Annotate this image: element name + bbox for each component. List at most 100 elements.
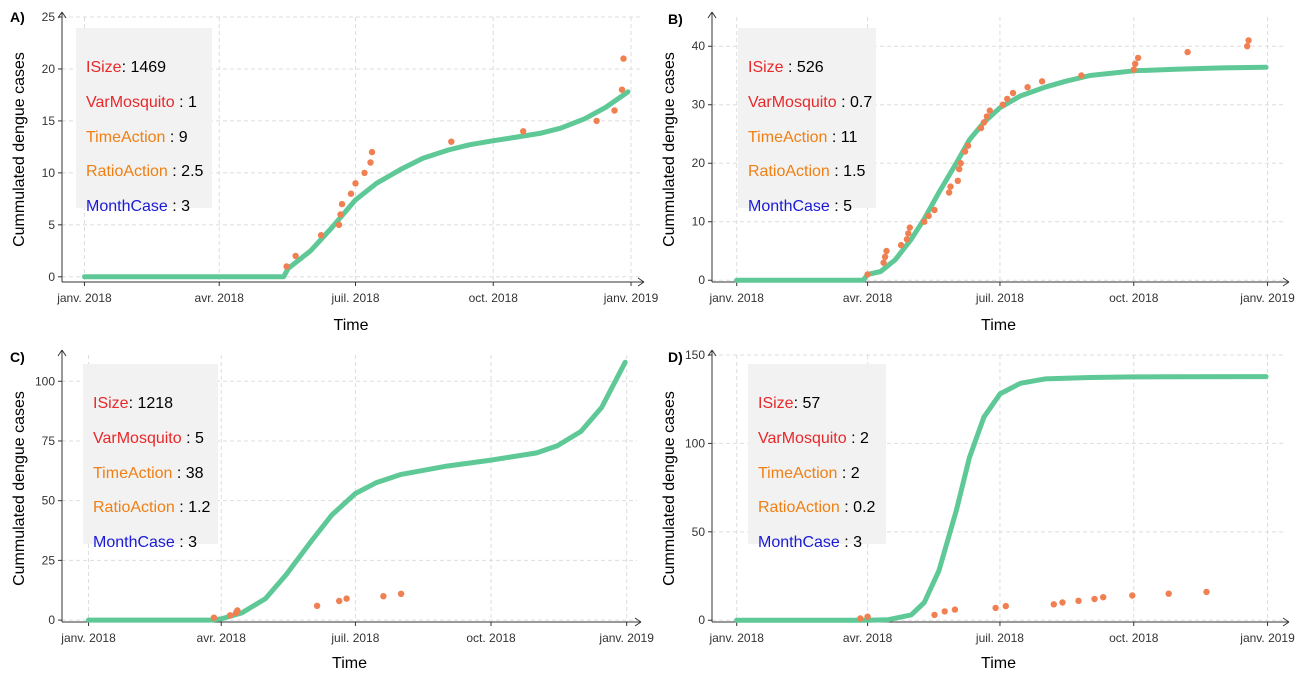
y-tick-label: 5	[48, 218, 55, 232]
observed-point	[925, 212, 932, 220]
parameter-name: TimeAction	[86, 129, 165, 146]
parameter-line: VarMosquito : 0.7	[748, 94, 872, 111]
x-tick-label: avr. 2018	[843, 291, 893, 305]
x-tick-label: janv. 2018	[708, 291, 764, 305]
x-tick-label: janv. 2019	[598, 631, 654, 645]
parameter-value: : 57	[794, 395, 821, 412]
parameter-value: : 3	[175, 534, 197, 551]
observed-point	[361, 169, 368, 177]
parameter-box	[83, 364, 218, 544]
panel-a: janv. 2018 avr. 2018 juil. 2018 oct. 2018 ja…	[10, 9, 659, 334]
panel-label: B)	[668, 11, 683, 27]
observed-point	[983, 113, 991, 120]
parameter-value: : 3	[840, 534, 862, 551]
observed-point	[1059, 599, 1066, 606]
observed-point	[620, 55, 627, 62]
parameter-value: : 1.5	[830, 163, 866, 180]
parameter-value: : 2	[837, 465, 859, 482]
parameter-line: RatioAction : 1.2	[93, 499, 211, 516]
observed-point	[905, 230, 912, 237]
y-axis-arrow	[57, 349, 67, 357]
observed-point	[957, 160, 964, 167]
x-tick-label: oct. 2018	[466, 631, 516, 645]
observed-point	[1165, 590, 1172, 597]
observed-point	[864, 271, 871, 278]
observed-point	[956, 165, 963, 173]
parameter-name: VarMosquito	[86, 94, 175, 111]
parameter-line: RatioAction : 0.2	[758, 499, 876, 516]
parameter-name: ISize	[758, 395, 794, 412]
observed-point	[903, 236, 911, 243]
observed-point	[611, 107, 618, 114]
parameter-name: TimeAction	[748, 129, 827, 146]
observed-point	[897, 241, 905, 249]
observed-point	[317, 232, 325, 239]
observed-point	[881, 253, 889, 260]
parameter-name: ISize	[86, 59, 122, 76]
parameter-line: ISize: 57	[758, 395, 820, 412]
observed-point	[1130, 66, 1138, 73]
y-axis-title: Cummulated dengue cases	[11, 52, 28, 247]
y-axis-title: Cummulated dengue cases	[661, 52, 678, 247]
parameter-name: VarMosquito	[93, 430, 182, 447]
parameter-value: : 0.2	[840, 499, 876, 516]
parameter-name: TimeAction	[93, 465, 172, 482]
x-tick-label: janv. 2018	[708, 631, 764, 645]
observed-point	[1203, 588, 1210, 596]
parameter-value: : 2	[847, 430, 869, 447]
y-tick-label: 40	[692, 39, 706, 53]
y-tick-label: 0	[698, 613, 705, 627]
observed-point	[941, 608, 948, 615]
y-tick-label: 75	[42, 434, 56, 448]
observed-point	[947, 183, 954, 190]
observed-point	[992, 604, 999, 612]
parameter-line: ISize : 526	[748, 59, 824, 76]
x-tick-label: janv. 2019	[603, 291, 659, 305]
observed-point	[1132, 60, 1139, 67]
x-axis-arrow	[1282, 277, 1290, 287]
x-tick-label: avr. 2018	[195, 291, 245, 305]
x-axis-title: Time	[332, 655, 367, 672]
observed-point	[980, 119, 988, 126]
parameter-value: : 1218	[129, 395, 174, 412]
parameter-name: RatioAction	[748, 163, 830, 180]
y-tick-label: 0	[48, 613, 55, 627]
y-tick-label: 30	[692, 98, 706, 112]
parameter-value: : 2.5	[168, 163, 204, 180]
parameter-name: MonthCase	[93, 534, 175, 551]
observed-point	[945, 189, 953, 196]
parameter-name: MonthCase	[748, 198, 830, 215]
y-tick-label: 100	[35, 374, 55, 388]
observed-point	[367, 159, 374, 166]
y-tick-label: 20	[692, 156, 706, 170]
panel-label: D)	[668, 349, 683, 365]
x-axis-arrow	[1282, 617, 1290, 627]
observed-point	[864, 613, 871, 620]
observed-point	[397, 590, 405, 597]
panel-label: C)	[10, 349, 25, 365]
model-fit-line	[734, 374, 1269, 623]
parameter-line: ISize: 1469	[86, 59, 166, 76]
x-tick-label: janv. 2019	[1239, 291, 1295, 305]
parameter-line: MonthCase : 3	[93, 534, 197, 551]
panel-label: A)	[10, 9, 25, 25]
observed-point	[368, 148, 376, 156]
x-axis-arrow	[634, 617, 642, 627]
x-tick-label: oct. 2018	[1109, 291, 1159, 305]
observed-point	[593, 117, 600, 125]
x-axis-title: Time	[981, 655, 1016, 672]
y-tick-label: 20	[42, 62, 56, 76]
panel-c: janv. 2018 avr. 2018 juil. 2018 oct. 2018 ja…	[10, 349, 654, 672]
observed-point	[1050, 601, 1058, 608]
parameter-value: : 526	[784, 59, 824, 76]
observed-point	[335, 221, 343, 228]
parameter-line: VarMosquito : 1	[86, 94, 197, 111]
parameter-line: MonthCase : 3	[86, 198, 190, 215]
y-axis-title: Cummulated dengue cases	[661, 391, 678, 586]
parameter-name: MonthCase	[86, 198, 168, 215]
parameter-name: RatioAction	[93, 499, 175, 516]
x-tick-label: juil. 2018	[975, 291, 1024, 305]
parameter-name: TimeAction	[758, 465, 837, 482]
panel-d: janv. 2018 avr. 2018 juil. 2018 oct. 2018 ja…	[661, 348, 1295, 672]
model-fit-line	[734, 64, 1269, 283]
